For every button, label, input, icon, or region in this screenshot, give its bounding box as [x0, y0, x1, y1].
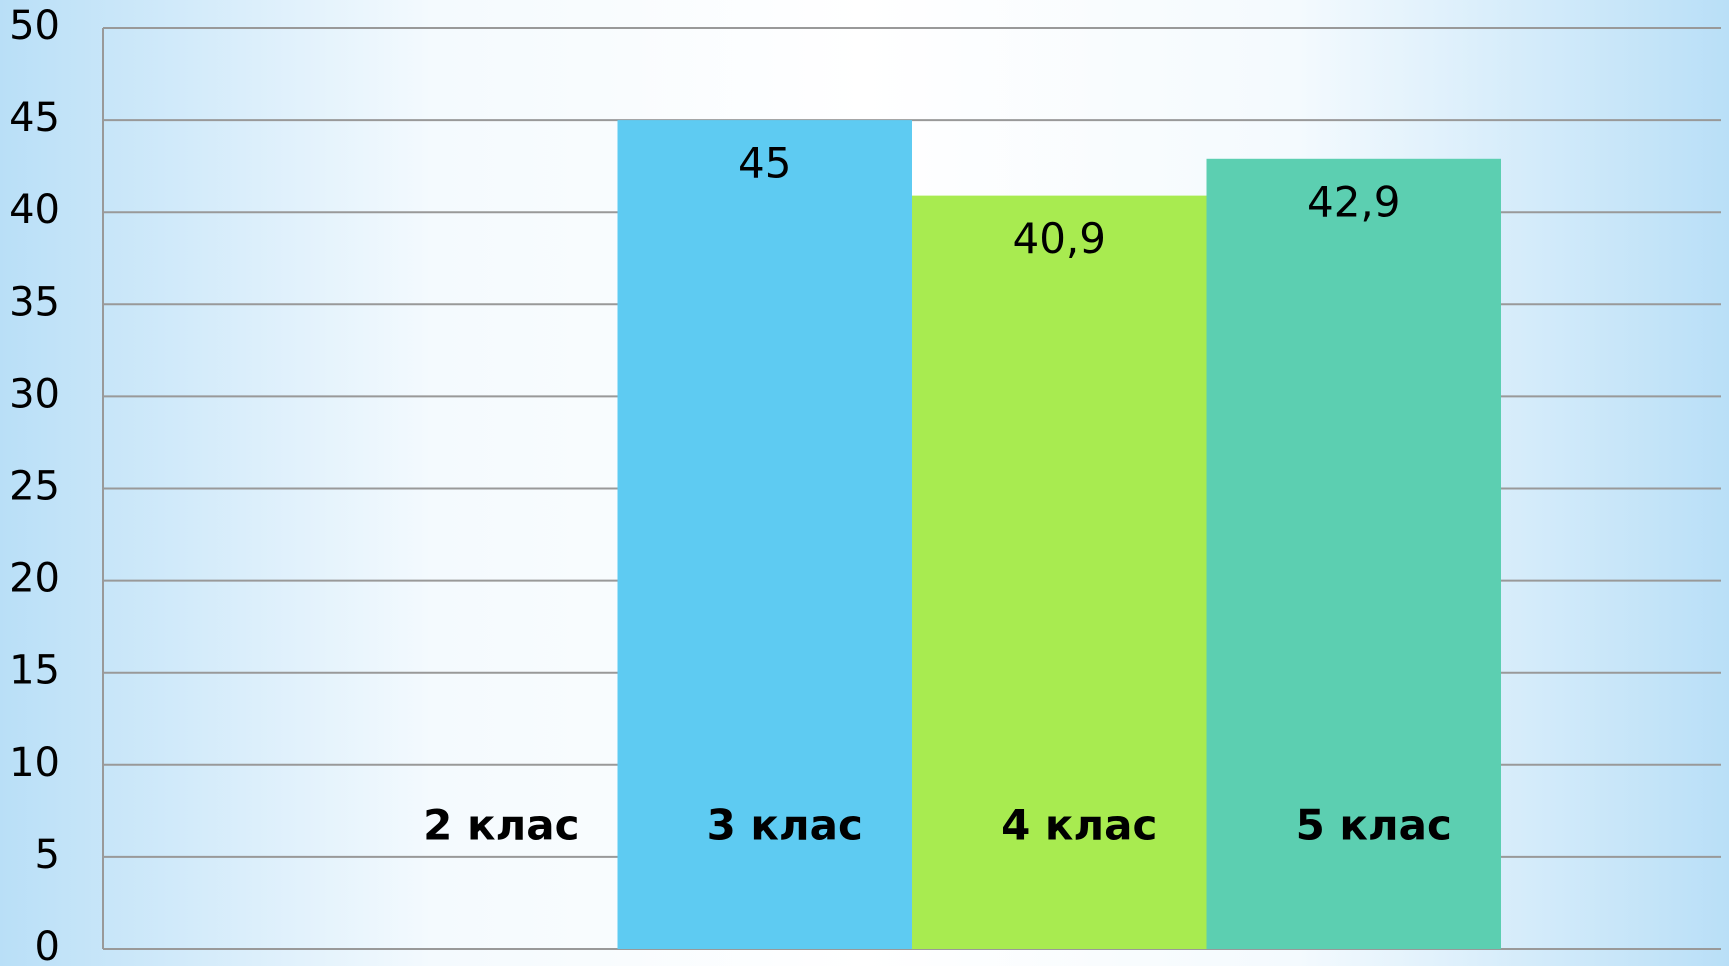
y-tick-label: 20	[9, 556, 60, 602]
value-label: 42,9	[1307, 177, 1401, 226]
y-tick-label: 10	[9, 740, 60, 786]
y-tick-label: 35	[9, 279, 60, 325]
value-label: 45	[738, 139, 791, 188]
y-tick-label: 40	[9, 187, 60, 233]
y-tick-label: 5	[35, 832, 60, 878]
y-tick-label: 50	[9, 3, 60, 49]
y-tick-label: 0	[35, 924, 60, 966]
bar	[1206, 158, 1501, 950]
bar	[912, 195, 1207, 949]
legend-label: 5 клас	[1296, 801, 1452, 850]
legend-label: 3 клас	[707, 801, 863, 850]
y-tick-label: 45	[9, 95, 60, 141]
value-label: 40,9	[1012, 214, 1106, 263]
y-tick-label: 30	[9, 371, 60, 417]
y-tick-label: 15	[9, 648, 60, 694]
legend-label: 4 клас	[1001, 801, 1157, 850]
legend-label: 2 клас	[423, 801, 579, 850]
bar	[617, 120, 912, 950]
y-tick-label: 25	[9, 464, 60, 510]
